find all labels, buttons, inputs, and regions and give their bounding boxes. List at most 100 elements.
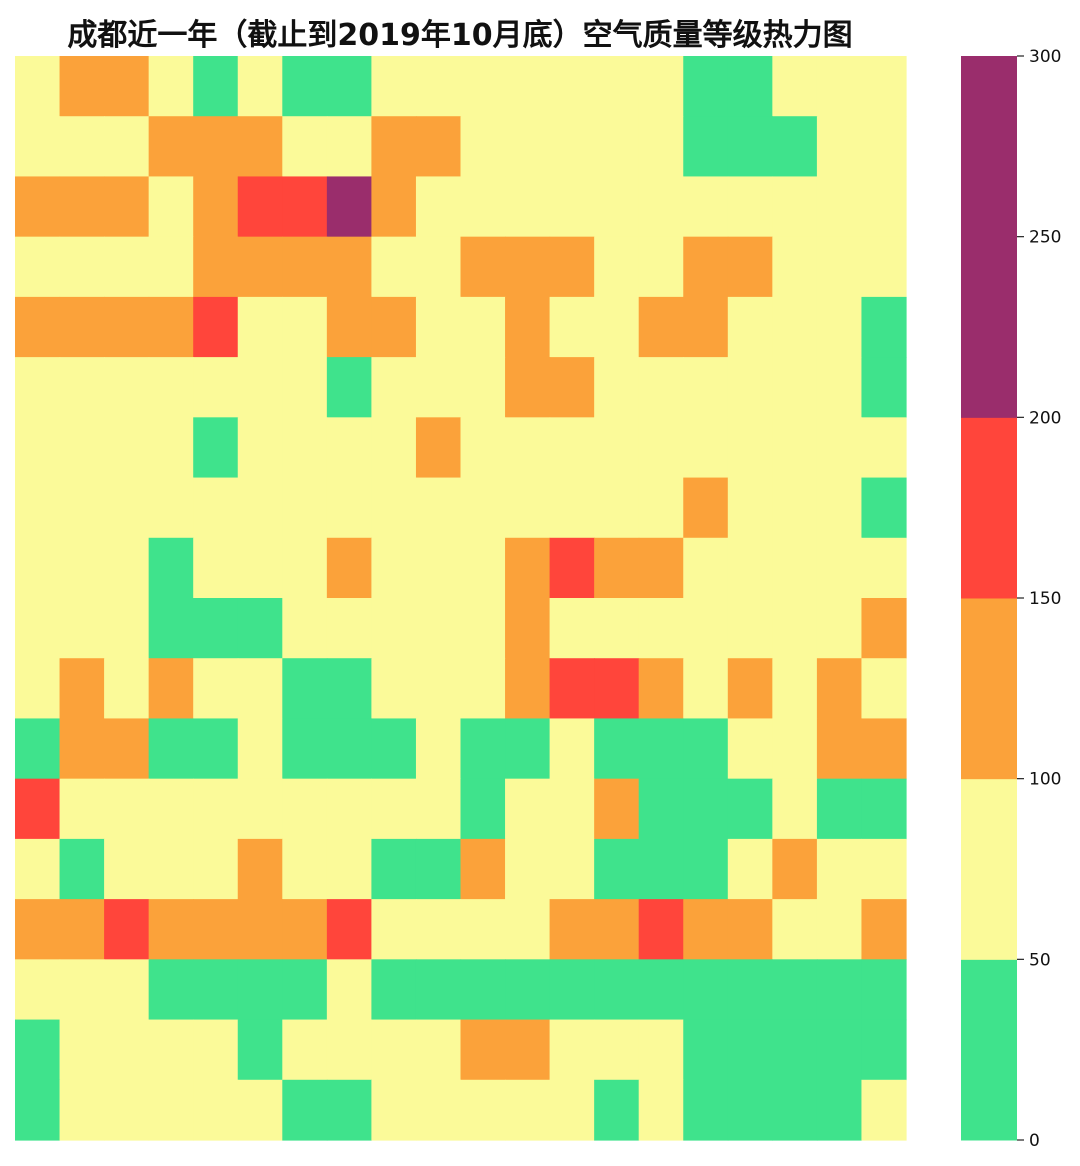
heatmap-cell [371, 537, 417, 599]
heatmap-cell [638, 778, 684, 840]
heatmap-cell [727, 1019, 773, 1081]
heatmap-cell [594, 357, 640, 418]
heatmap-cell [193, 176, 239, 238]
heatmap-cell [282, 56, 328, 117]
heatmap-cell [861, 718, 907, 780]
heatmap-cell [727, 176, 773, 238]
heatmap-cell [59, 296, 105, 358]
heatmap-cell [460, 537, 506, 599]
heatmap-cell [772, 838, 818, 900]
heatmap-cell [415, 296, 462, 358]
heatmap-cell [15, 1019, 61, 1081]
heatmap-cell [415, 357, 462, 418]
heatmap-cell [326, 537, 372, 599]
heatmap-cell [59, 537, 105, 599]
heatmap-cell [460, 176, 506, 238]
heatmap-cell [15, 417, 61, 479]
heatmap-cell [15, 357, 61, 418]
heatmap-cell [193, 357, 239, 418]
heatmap-cell [15, 176, 61, 238]
heatmap-cell [59, 477, 105, 539]
heatmap-cell [505, 477, 551, 539]
heatmap-cell [549, 1019, 595, 1081]
heatmap-cell [861, 658, 907, 720]
heatmap-cell [148, 176, 194, 238]
heatmap-cell [148, 477, 194, 539]
chart-title: 成都近一年（截止到2019年10月底）空气质量等级热力图 [67, 18, 853, 53]
heatmap-cell [282, 959, 328, 1021]
heatmap-cell [104, 718, 150, 780]
heatmap-cell [594, 959, 640, 1021]
heatmap-cell [549, 899, 595, 960]
heatmap-cell [816, 899, 863, 960]
heatmap-cell [594, 598, 640, 659]
heatmap-cell [816, 598, 863, 659]
heatmap-cells [15, 56, 907, 1141]
heatmap-cell [282, 718, 328, 780]
heatmap-cell [148, 296, 194, 358]
heatmap-cell [683, 176, 729, 238]
heatmap-cell [683, 56, 729, 117]
heatmap-cell [505, 718, 551, 780]
heatmap-cell [59, 899, 105, 960]
heatmap-cell [148, 236, 194, 298]
heatmap-cell [861, 899, 907, 960]
heatmap-cell [727, 296, 773, 358]
heatmap-cell [193, 56, 239, 117]
heatmap-cell [282, 778, 328, 840]
colorbar-tick-label: 200 [1029, 408, 1061, 428]
heatmap-cell [282, 176, 328, 238]
heatmap-cell [505, 598, 551, 659]
heatmap-cell [772, 296, 818, 358]
heatmap-cell [861, 778, 907, 840]
heatmap-cell [15, 778, 61, 840]
heatmap-cell [326, 236, 372, 298]
heatmap-cell [460, 357, 506, 418]
heatmap-cell [816, 357, 863, 418]
heatmap-cell [193, 598, 239, 659]
heatmap-cell [683, 477, 729, 539]
heatmap-cell [415, 959, 462, 1021]
heatmap-cell [282, 598, 328, 659]
heatmap-cell [148, 658, 194, 720]
heatmap-cell [549, 718, 595, 780]
heatmap-cell [237, 537, 283, 599]
colorbar-segment [961, 959, 1017, 1141]
colorbar-tick-label: 100 [1029, 770, 1061, 790]
heatmap-cell [594, 477, 640, 539]
heatmap-cell [193, 899, 239, 960]
heatmap-cell [148, 357, 194, 418]
heatmap-cell [148, 116, 194, 178]
heatmap-cell [371, 417, 417, 479]
heatmap-cell [772, 959, 818, 1021]
heatmap-cell [193, 1079, 239, 1141]
heatmap-cell [683, 537, 729, 599]
heatmap-cell [772, 417, 818, 479]
heatmap-cell [237, 477, 283, 539]
heatmap-cell [460, 1019, 506, 1081]
heatmap-cell [59, 56, 105, 117]
heatmap-cell [371, 658, 417, 720]
heatmap-cell [727, 116, 773, 178]
heatmap-cell [59, 116, 105, 178]
heatmap-cell [505, 56, 551, 117]
heatmap-cell [638, 236, 684, 298]
heatmap-cell [15, 56, 61, 117]
heatmap-cell [59, 1019, 105, 1081]
heatmap-cell [861, 417, 907, 479]
heatmap-cell [594, 1079, 640, 1141]
heatmap-cell [460, 658, 506, 720]
heatmap-cell [816, 718, 863, 780]
heatmap-cell [371, 899, 417, 960]
heatmap-cell [326, 778, 372, 840]
colorbar-segment [961, 778, 1017, 960]
heatmap-cell [371, 598, 417, 659]
heatmap-cell [15, 959, 61, 1021]
heatmap-cell [638, 959, 684, 1021]
heatmap-cell [59, 1079, 105, 1141]
heatmap-cell [59, 176, 105, 238]
heatmap-cell [727, 357, 773, 418]
heatmap-cell [638, 537, 684, 599]
heatmap-cell [460, 417, 506, 479]
